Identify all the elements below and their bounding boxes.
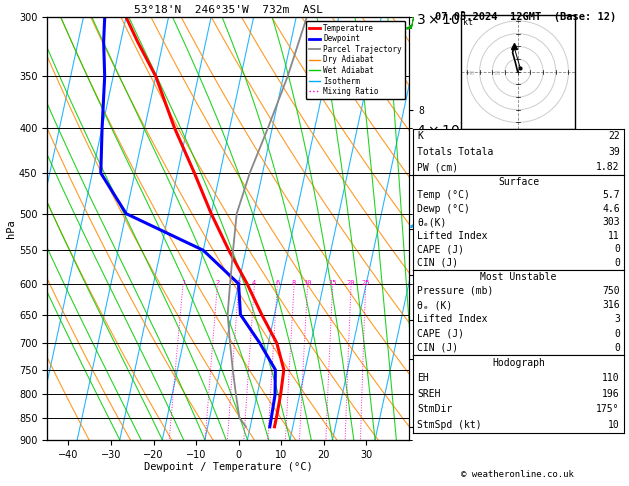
Text: 750: 750 [602, 286, 620, 296]
Text: Lifted Index: Lifted Index [418, 231, 488, 241]
Text: CAPE (J): CAPE (J) [418, 244, 464, 255]
Text: kt: kt [463, 18, 473, 27]
Text: 0: 0 [614, 258, 620, 268]
Text: K: K [418, 132, 423, 141]
Text: 3: 3 [237, 280, 241, 286]
Text: 110: 110 [602, 373, 620, 383]
Text: Pressure (mb): Pressure (mb) [418, 286, 494, 296]
Text: LCL: LCL [413, 422, 428, 431]
Text: 8: 8 [292, 280, 296, 286]
Text: CIN (J): CIN (J) [418, 258, 459, 268]
Text: 20: 20 [494, 71, 501, 76]
Text: Surface: Surface [498, 177, 539, 187]
Text: EH: EH [418, 373, 429, 383]
Text: 10: 10 [608, 420, 620, 430]
Text: Temp (°C): Temp (°C) [418, 190, 470, 200]
Text: CAPE (J): CAPE (J) [418, 329, 464, 339]
Title: 53°18'N  246°35'W  732m  ASL: 53°18'N 246°35'W 732m ASL [133, 5, 323, 15]
Text: θₑ (K): θₑ (K) [418, 300, 453, 310]
Text: 4: 4 [252, 280, 257, 286]
Text: 316: 316 [602, 300, 620, 310]
Text: 22: 22 [608, 132, 620, 141]
Text: © weatheronline.co.uk: © weatheronline.co.uk [460, 469, 574, 479]
Text: 10: 10 [303, 280, 312, 286]
Text: 3: 3 [614, 314, 620, 324]
Text: 1.82: 1.82 [596, 162, 620, 172]
Text: CIN (J): CIN (J) [418, 343, 459, 353]
Text: 0: 0 [614, 244, 620, 255]
Text: StmDir: StmDir [418, 404, 453, 414]
Text: Most Unstable: Most Unstable [481, 272, 557, 282]
Text: θₑ(K): θₑ(K) [418, 217, 447, 227]
Text: 20: 20 [347, 280, 355, 286]
Text: Dewp (°C): Dewp (°C) [418, 204, 470, 214]
Text: Hodograph: Hodograph [492, 358, 545, 367]
Y-axis label: km
ASL: km ASL [425, 220, 447, 237]
Legend: Temperature, Dewpoint, Parcel Trajectory, Dry Adiabat, Wet Adiabat, Isotherm, Mi: Temperature, Dewpoint, Parcel Trajectory… [306, 21, 405, 99]
Text: Totals Totala: Totals Totala [418, 147, 494, 157]
Text: 2: 2 [215, 280, 220, 286]
Text: 0: 0 [614, 343, 620, 353]
Text: 11: 11 [608, 231, 620, 241]
Text: 175°: 175° [596, 404, 620, 414]
Text: 1: 1 [181, 280, 185, 286]
Text: Lifted Index: Lifted Index [418, 314, 488, 324]
Text: 6: 6 [275, 280, 279, 286]
Text: 15: 15 [328, 280, 337, 286]
Y-axis label: hPa: hPa [6, 219, 16, 238]
Text: 4.6: 4.6 [602, 204, 620, 214]
Text: 07.05.2024  12GMT  (Base: 12): 07.05.2024 12GMT (Base: 12) [435, 12, 616, 22]
Text: 196: 196 [602, 389, 620, 399]
Text: 40: 40 [468, 71, 476, 76]
Text: 25: 25 [361, 280, 370, 286]
X-axis label: Dewpoint / Temperature (°C): Dewpoint / Temperature (°C) [143, 462, 313, 472]
Text: 5.7: 5.7 [602, 190, 620, 200]
Text: PW (cm): PW (cm) [418, 162, 459, 172]
Text: StmSpd (kt): StmSpd (kt) [418, 420, 482, 430]
Text: 303: 303 [602, 217, 620, 227]
Text: SREH: SREH [418, 389, 441, 399]
Text: 39: 39 [608, 147, 620, 157]
Text: 0: 0 [614, 329, 620, 339]
